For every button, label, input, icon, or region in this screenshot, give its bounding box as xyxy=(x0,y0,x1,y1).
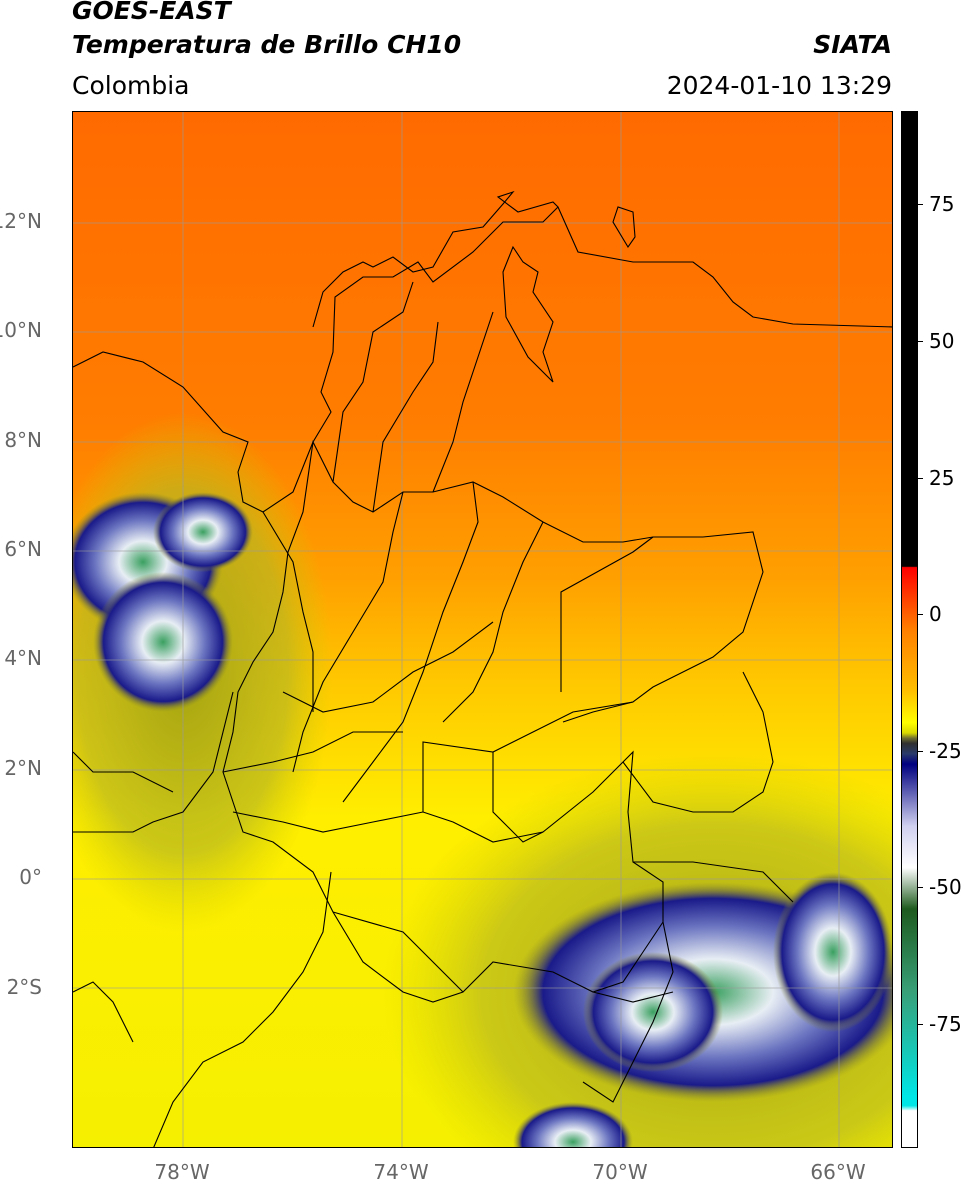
organization-label: SIATA xyxy=(813,30,892,59)
lat-label-10n: 10°N xyxy=(0,318,42,342)
colorbar-gradient xyxy=(902,112,917,1147)
cloud-cluster-east xyxy=(773,872,892,1032)
lat-label-4n: 4°N xyxy=(4,646,42,670)
lat-label-0: 0° xyxy=(19,865,42,889)
colorbar-label-75: 75 xyxy=(929,192,955,216)
colorbar-tick-n75 xyxy=(917,1024,923,1025)
lat-label-8n: 8°N xyxy=(4,428,42,452)
cloud-cluster-choco xyxy=(153,492,253,572)
coastlines-and-borders xyxy=(73,190,892,1147)
colorbar-tick-n25 xyxy=(917,751,923,752)
lon-label-74w: 74°W xyxy=(373,1160,429,1184)
colorbar-label-0: 0 xyxy=(929,602,942,626)
colorbar-tick-n50 xyxy=(917,887,923,888)
timestamp-label: 2024-01-10 13:29 xyxy=(666,71,892,100)
colorbar-tick-50 xyxy=(917,341,923,342)
colorbar-tick-75 xyxy=(917,204,923,205)
product-title: Temperatura de Brillo CH10 xyxy=(72,30,462,59)
brightness-temperature-map[interactable] xyxy=(72,111,893,1148)
colorbar-fill xyxy=(902,112,917,1147)
lon-label-78w: 78°W xyxy=(154,1160,210,1184)
lat-label-12n: 12°N xyxy=(0,209,42,233)
colorbar-label-25: 25 xyxy=(929,466,955,490)
cloud-cluster-pacific-south xyxy=(93,572,233,712)
cloud-cluster-amazon-core xyxy=(583,952,723,1072)
colorbar-label-n25: -25 xyxy=(929,739,962,763)
temperature-colorbar xyxy=(901,111,918,1148)
colorbar-tick-0 xyxy=(917,614,923,615)
lat-label-6n: 6°N xyxy=(4,537,42,561)
graticule xyxy=(73,112,892,1147)
lon-label-66w: 66°W xyxy=(810,1160,866,1184)
colorbar-label-n50: -50 xyxy=(929,875,962,899)
lon-label-70w: 70°W xyxy=(592,1160,648,1184)
satellite-title: GOES-EAST xyxy=(72,0,231,25)
colorbar-label-50: 50 xyxy=(929,329,955,353)
lat-label-2n: 2°N xyxy=(4,756,42,780)
cloud-cluster-south xyxy=(513,1102,633,1147)
lat-label-2s: 2°S xyxy=(6,975,42,999)
region-label: Colombia xyxy=(72,71,190,100)
colorbar-tick-25 xyxy=(917,478,923,479)
colorbar-label-n75: -75 xyxy=(929,1012,962,1036)
map-canvas xyxy=(73,112,892,1147)
